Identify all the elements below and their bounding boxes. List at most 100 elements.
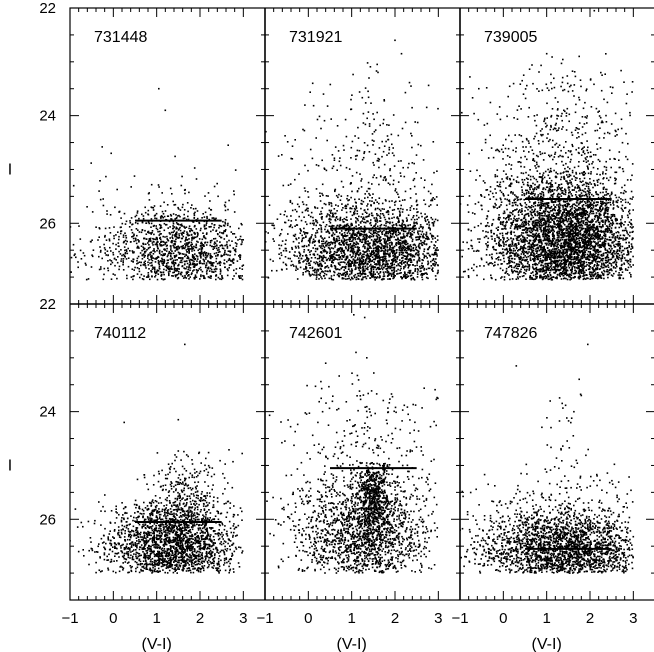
data-point xyxy=(162,240,164,243)
data-point xyxy=(400,276,402,278)
data-point xyxy=(368,244,370,246)
data-point xyxy=(147,253,150,256)
data-point xyxy=(394,39,396,42)
data-point xyxy=(423,248,426,250)
data-point xyxy=(350,263,352,265)
data-point xyxy=(412,225,415,227)
data-point xyxy=(108,239,111,242)
data-point xyxy=(163,248,165,251)
data-point xyxy=(409,253,412,256)
data-point xyxy=(175,246,178,248)
data-point xyxy=(359,265,361,268)
data-point xyxy=(434,218,437,221)
data-point xyxy=(376,245,378,248)
data-point xyxy=(219,264,221,266)
data-point xyxy=(421,276,423,278)
data-point xyxy=(317,263,319,266)
data-point xyxy=(307,214,310,216)
data-point xyxy=(181,225,183,227)
data-point xyxy=(113,235,115,237)
data-point xyxy=(392,266,395,269)
data-point xyxy=(414,244,417,247)
data-point xyxy=(157,259,160,262)
data-point xyxy=(350,234,352,237)
data-point xyxy=(436,170,438,172)
data-point xyxy=(115,248,117,250)
data-point xyxy=(155,236,158,239)
data-point xyxy=(314,247,317,250)
data-point xyxy=(434,253,436,256)
data-point xyxy=(342,272,345,275)
data-point xyxy=(365,235,367,237)
data-point xyxy=(351,175,354,177)
data-point xyxy=(359,275,361,277)
data-point xyxy=(302,128,304,131)
data-point xyxy=(622,237,624,240)
data-point xyxy=(79,249,82,252)
data-point xyxy=(294,178,296,181)
data-point xyxy=(393,236,395,238)
data-point xyxy=(319,246,322,249)
data-point xyxy=(282,249,285,252)
data-point xyxy=(318,278,320,280)
data-point xyxy=(156,249,158,252)
data-point xyxy=(337,218,339,221)
data-point xyxy=(435,251,437,254)
data-point xyxy=(524,243,526,246)
data-point xyxy=(132,251,135,254)
data-point xyxy=(305,263,308,265)
data-point xyxy=(122,234,125,236)
data-point xyxy=(607,264,609,266)
data-point xyxy=(170,231,173,234)
data-point xyxy=(429,232,432,235)
data-point xyxy=(349,260,352,262)
data-point xyxy=(379,236,382,238)
data-point xyxy=(183,253,185,255)
data-point xyxy=(190,229,193,231)
data-point xyxy=(109,246,111,249)
data-point xyxy=(352,258,355,261)
data-point xyxy=(161,257,163,260)
data-point xyxy=(215,260,217,263)
data-point xyxy=(351,140,354,143)
data-point xyxy=(339,157,341,159)
data-point xyxy=(606,252,608,254)
data-point xyxy=(318,273,320,276)
panel-label: 731448 xyxy=(94,29,147,46)
data-point xyxy=(290,157,292,160)
data-point xyxy=(558,202,561,205)
data-point xyxy=(422,235,424,237)
data-point xyxy=(204,266,207,269)
data-point xyxy=(589,271,592,273)
data-point xyxy=(556,263,559,265)
data-point xyxy=(335,217,337,219)
data-point xyxy=(202,255,205,257)
data-point xyxy=(395,270,398,272)
data-point xyxy=(356,261,359,264)
data-point xyxy=(397,134,400,137)
data-point xyxy=(329,83,332,86)
data-point xyxy=(169,213,172,216)
data-point xyxy=(365,221,367,224)
data-point xyxy=(113,226,115,228)
data-point xyxy=(525,256,528,259)
data-point xyxy=(375,246,378,249)
data-point xyxy=(389,232,392,235)
data-point xyxy=(198,238,201,240)
data-point xyxy=(421,244,424,247)
data-point xyxy=(524,218,527,221)
data-point xyxy=(174,275,177,278)
data-point xyxy=(147,247,150,250)
data-point xyxy=(570,256,572,258)
data-point xyxy=(400,247,403,250)
data-point xyxy=(303,245,305,248)
data-point xyxy=(358,261,361,263)
data-point xyxy=(367,240,369,242)
data-point xyxy=(313,224,315,226)
data-point xyxy=(181,245,184,248)
data-point xyxy=(368,151,371,153)
data-point xyxy=(159,224,162,227)
data-point xyxy=(210,225,212,228)
data-point xyxy=(428,221,430,223)
data-point xyxy=(203,216,206,218)
